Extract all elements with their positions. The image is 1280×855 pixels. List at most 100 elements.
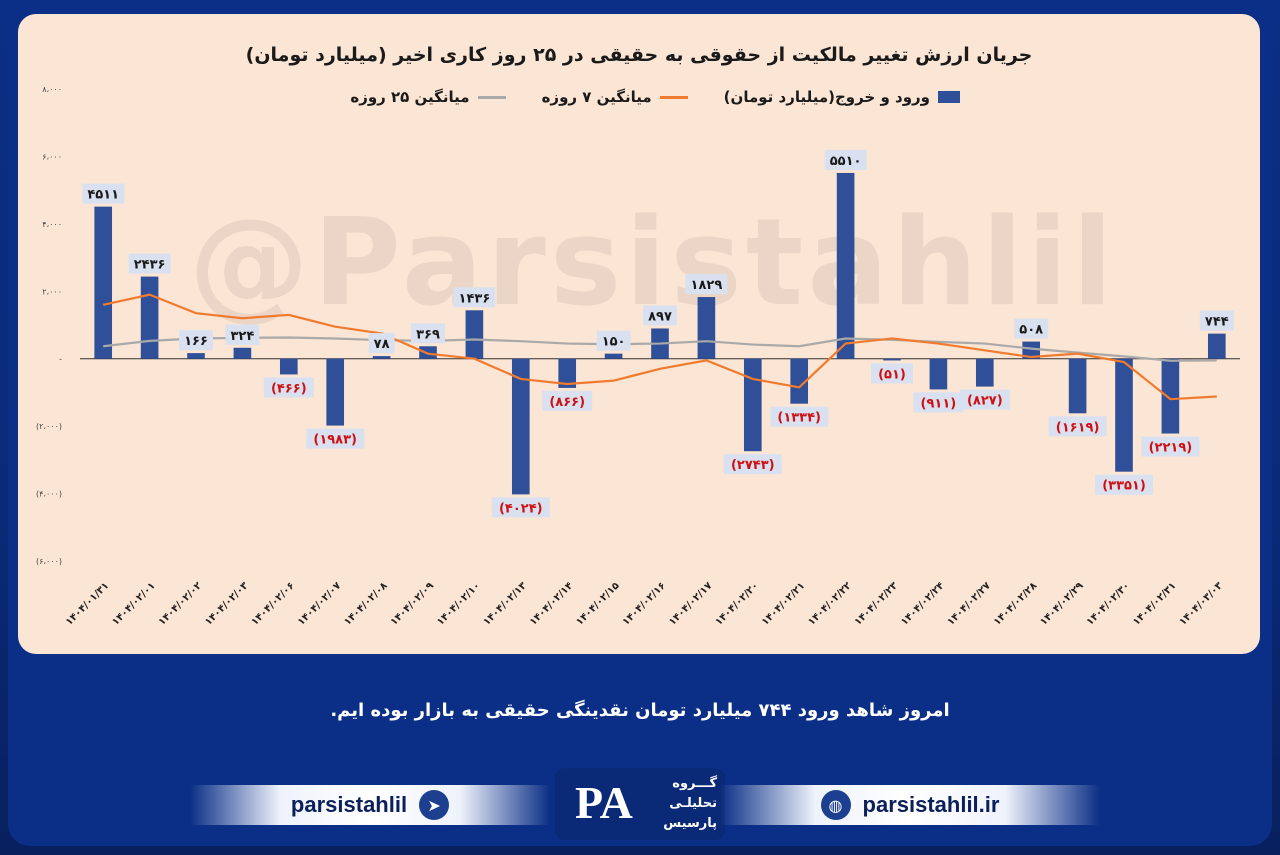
data-label: (۸۲۷) bbox=[967, 394, 1003, 409]
ma25-line bbox=[103, 336, 1217, 362]
x-tick-label: ۱۴۰۴/۰۲/۰۳ bbox=[203, 580, 250, 627]
data-label: ۷۸ bbox=[374, 337, 390, 352]
bar bbox=[1022, 341, 1041, 359]
legend-item-ma25: میانگین ۲۵ روزه bbox=[350, 88, 506, 106]
data-label-box bbox=[306, 428, 365, 449]
bar bbox=[558, 358, 577, 388]
data-label-box bbox=[542, 390, 593, 411]
data-label-box bbox=[685, 274, 728, 295]
data-label-box bbox=[263, 377, 314, 398]
x-tick-label: ۱۴۰۴/۰۲/۲۳ bbox=[853, 580, 900, 627]
bar bbox=[883, 358, 901, 361]
x-tick-label: ۱۴۰۴/۰۲/۰۷ bbox=[296, 580, 343, 627]
bar bbox=[326, 358, 345, 426]
data-label: (۹۱۱) bbox=[921, 396, 957, 411]
data-label-box bbox=[770, 406, 829, 427]
x-tick-label: ۱۴۰۴/۰۲/۲۰ bbox=[713, 580, 760, 627]
legend-label-ma7: میانگین ۷ روزه bbox=[541, 88, 652, 106]
data-label-box bbox=[1014, 318, 1049, 339]
logo-line-1: گـــروه bbox=[672, 776, 717, 791]
data-label: (۸۶۶) bbox=[549, 395, 585, 410]
data-label: (۱۹۸۳) bbox=[313, 433, 357, 448]
legend-ma7-swatch bbox=[659, 95, 688, 99]
logo-mark: PA bbox=[575, 777, 633, 828]
website-link[interactable]: ◍ parsistahlil.ir bbox=[720, 785, 1100, 825]
x-tick-label: ۱۴۰۴/۰۲/۱۷ bbox=[667, 580, 714, 627]
data-label-box bbox=[824, 149, 867, 170]
data-label: ۱۸۲۹ bbox=[691, 278, 723, 293]
bar bbox=[187, 353, 205, 359]
data-label: ۳۲۴ bbox=[230, 329, 254, 344]
bar bbox=[1068, 358, 1087, 414]
data-label: (۴۶۶) bbox=[271, 381, 307, 396]
data-label-box bbox=[179, 330, 213, 351]
data-label: (۵۱) bbox=[878, 367, 906, 382]
bar bbox=[465, 310, 484, 359]
data-label-box bbox=[643, 305, 677, 326]
data-label: ۱۵۰ bbox=[602, 335, 626, 350]
bar bbox=[1207, 333, 1226, 359]
data-label: (۱۳۳۴) bbox=[777, 411, 821, 426]
data-label-box bbox=[368, 333, 395, 354]
telegram-link[interactable]: parsistahlil ➤ bbox=[190, 785, 550, 825]
x-tick-label: ۱۴۰۴/۰۲/۱۳ bbox=[481, 580, 528, 627]
y-tick-label: ۲،۰۰۰ bbox=[42, 287, 62, 296]
bar bbox=[975, 358, 994, 387]
x-tick-label: ۱۴۰۴/۰۲/۰۱ bbox=[110, 580, 157, 627]
data-label: ۵۰۸ bbox=[1019, 323, 1043, 338]
data-label-box bbox=[723, 454, 782, 475]
x-tick-label: ۱۴۰۴/۰۳/۰۳ bbox=[1177, 580, 1224, 627]
x-tick-label: ۱۴۰۴/۰۲/۰۶ bbox=[249, 580, 296, 627]
chart-panel: @Parsistahlil ۸،۰۰۰ ۶،۰۰۰ ۴،۰۰۰ ۲،۰۰۰- (۲،۰۰… bbox=[18, 14, 1260, 654]
data-label-box bbox=[82, 183, 125, 204]
logo-text: گـــروه تحلیلـی پارسیس bbox=[637, 774, 717, 834]
bar bbox=[511, 358, 530, 495]
x-tick-label: ۱۴۰۴/۰۲/۲۹ bbox=[1038, 580, 1085, 627]
bar bbox=[140, 276, 159, 359]
data-label: ۵۵۱۰ bbox=[830, 154, 862, 169]
data-label: ۷۴۴ bbox=[1205, 315, 1229, 330]
y-tick-label: - bbox=[59, 355, 62, 364]
bar bbox=[836, 172, 855, 359]
x-tick-label: ۱۴۰۴/۰۲/۰۸ bbox=[342, 580, 389, 627]
x-tick-label: ۱۴۰۴/۰۲/۲۱ bbox=[760, 580, 807, 627]
x-tick-label: ۱۴۰۴/۰۲/۰۹ bbox=[389, 580, 436, 627]
data-label: (۲۲۱۹) bbox=[1149, 441, 1193, 456]
data-label: (۱۶۱۹) bbox=[1056, 420, 1100, 435]
x-tick-label: ۱۴۰۴/۰۲/۱۶ bbox=[621, 580, 668, 627]
legend: ورود و خروج(میلیارد تومان) میانگین ۷ روز… bbox=[350, 88, 960, 106]
logo-line-2: تحلیلـی bbox=[669, 796, 717, 811]
data-label-box bbox=[596, 330, 631, 351]
data-label-box bbox=[491, 497, 550, 518]
data-label-box bbox=[225, 324, 260, 345]
legend-bar-swatch bbox=[938, 91, 960, 103]
y-tick-label: (۶،۰۰۰) bbox=[36, 557, 62, 566]
bar bbox=[697, 297, 716, 359]
legend-item-ma7: میانگین ۷ روزه bbox=[542, 88, 688, 106]
data-label-box bbox=[959, 389, 1010, 410]
data-label: (۴۰۲۴) bbox=[499, 501, 543, 516]
data-label: ۳۶۹ bbox=[416, 327, 440, 342]
bar bbox=[929, 358, 948, 390]
bar bbox=[604, 353, 623, 359]
data-label-box bbox=[1048, 416, 1107, 437]
telegram-icon: ➤ bbox=[419, 790, 450, 820]
data-label: ۱۴۳۶ bbox=[459, 291, 491, 306]
x-tick-label: ۱۴۰۴/۰۲/۱۴ bbox=[528, 580, 575, 627]
x-tick-label: ۱۴۰۴/۰۲/۱۵ bbox=[574, 580, 621, 627]
logo: PA گـــروه تحلیلـی پارسیس bbox=[555, 768, 725, 840]
bar bbox=[372, 356, 391, 359]
data-label-box bbox=[913, 392, 964, 413]
bar bbox=[790, 358, 809, 404]
y-tick-label: ۴،۰۰۰ bbox=[42, 220, 62, 229]
data-label: ۲۴۳۶ bbox=[134, 258, 166, 273]
x-tick-label: ۱۴۰۴/۰۲/۲۴ bbox=[899, 580, 946, 627]
data-label-box bbox=[128, 253, 171, 274]
chart-plot: ۸،۰۰۰ ۶،۰۰۰ ۴،۰۰۰ ۲،۰۰۰ - (۲،۰۰۰) (۴،۰۰۰) (۶،۰۰… bbox=[36, 85, 1240, 628]
logo-line-3: پارسیس bbox=[663, 816, 717, 831]
ma7-line bbox=[102, 293, 1217, 401]
x-tick-label: ۱۴۰۴/۰۲/۳۱ bbox=[1131, 580, 1178, 627]
data-label-box bbox=[411, 323, 445, 344]
y-tick-label: (۴،۰۰۰) bbox=[36, 490, 62, 499]
data-label: (۳۳۵۱) bbox=[1102, 479, 1146, 494]
